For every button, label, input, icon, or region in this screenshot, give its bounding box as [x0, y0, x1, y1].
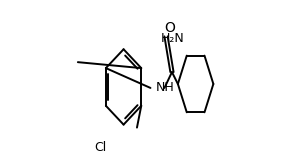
Text: O: O: [164, 21, 175, 36]
Text: NH: NH: [156, 81, 175, 94]
Text: H₂N: H₂N: [161, 32, 185, 45]
Text: Cl: Cl: [94, 141, 106, 154]
